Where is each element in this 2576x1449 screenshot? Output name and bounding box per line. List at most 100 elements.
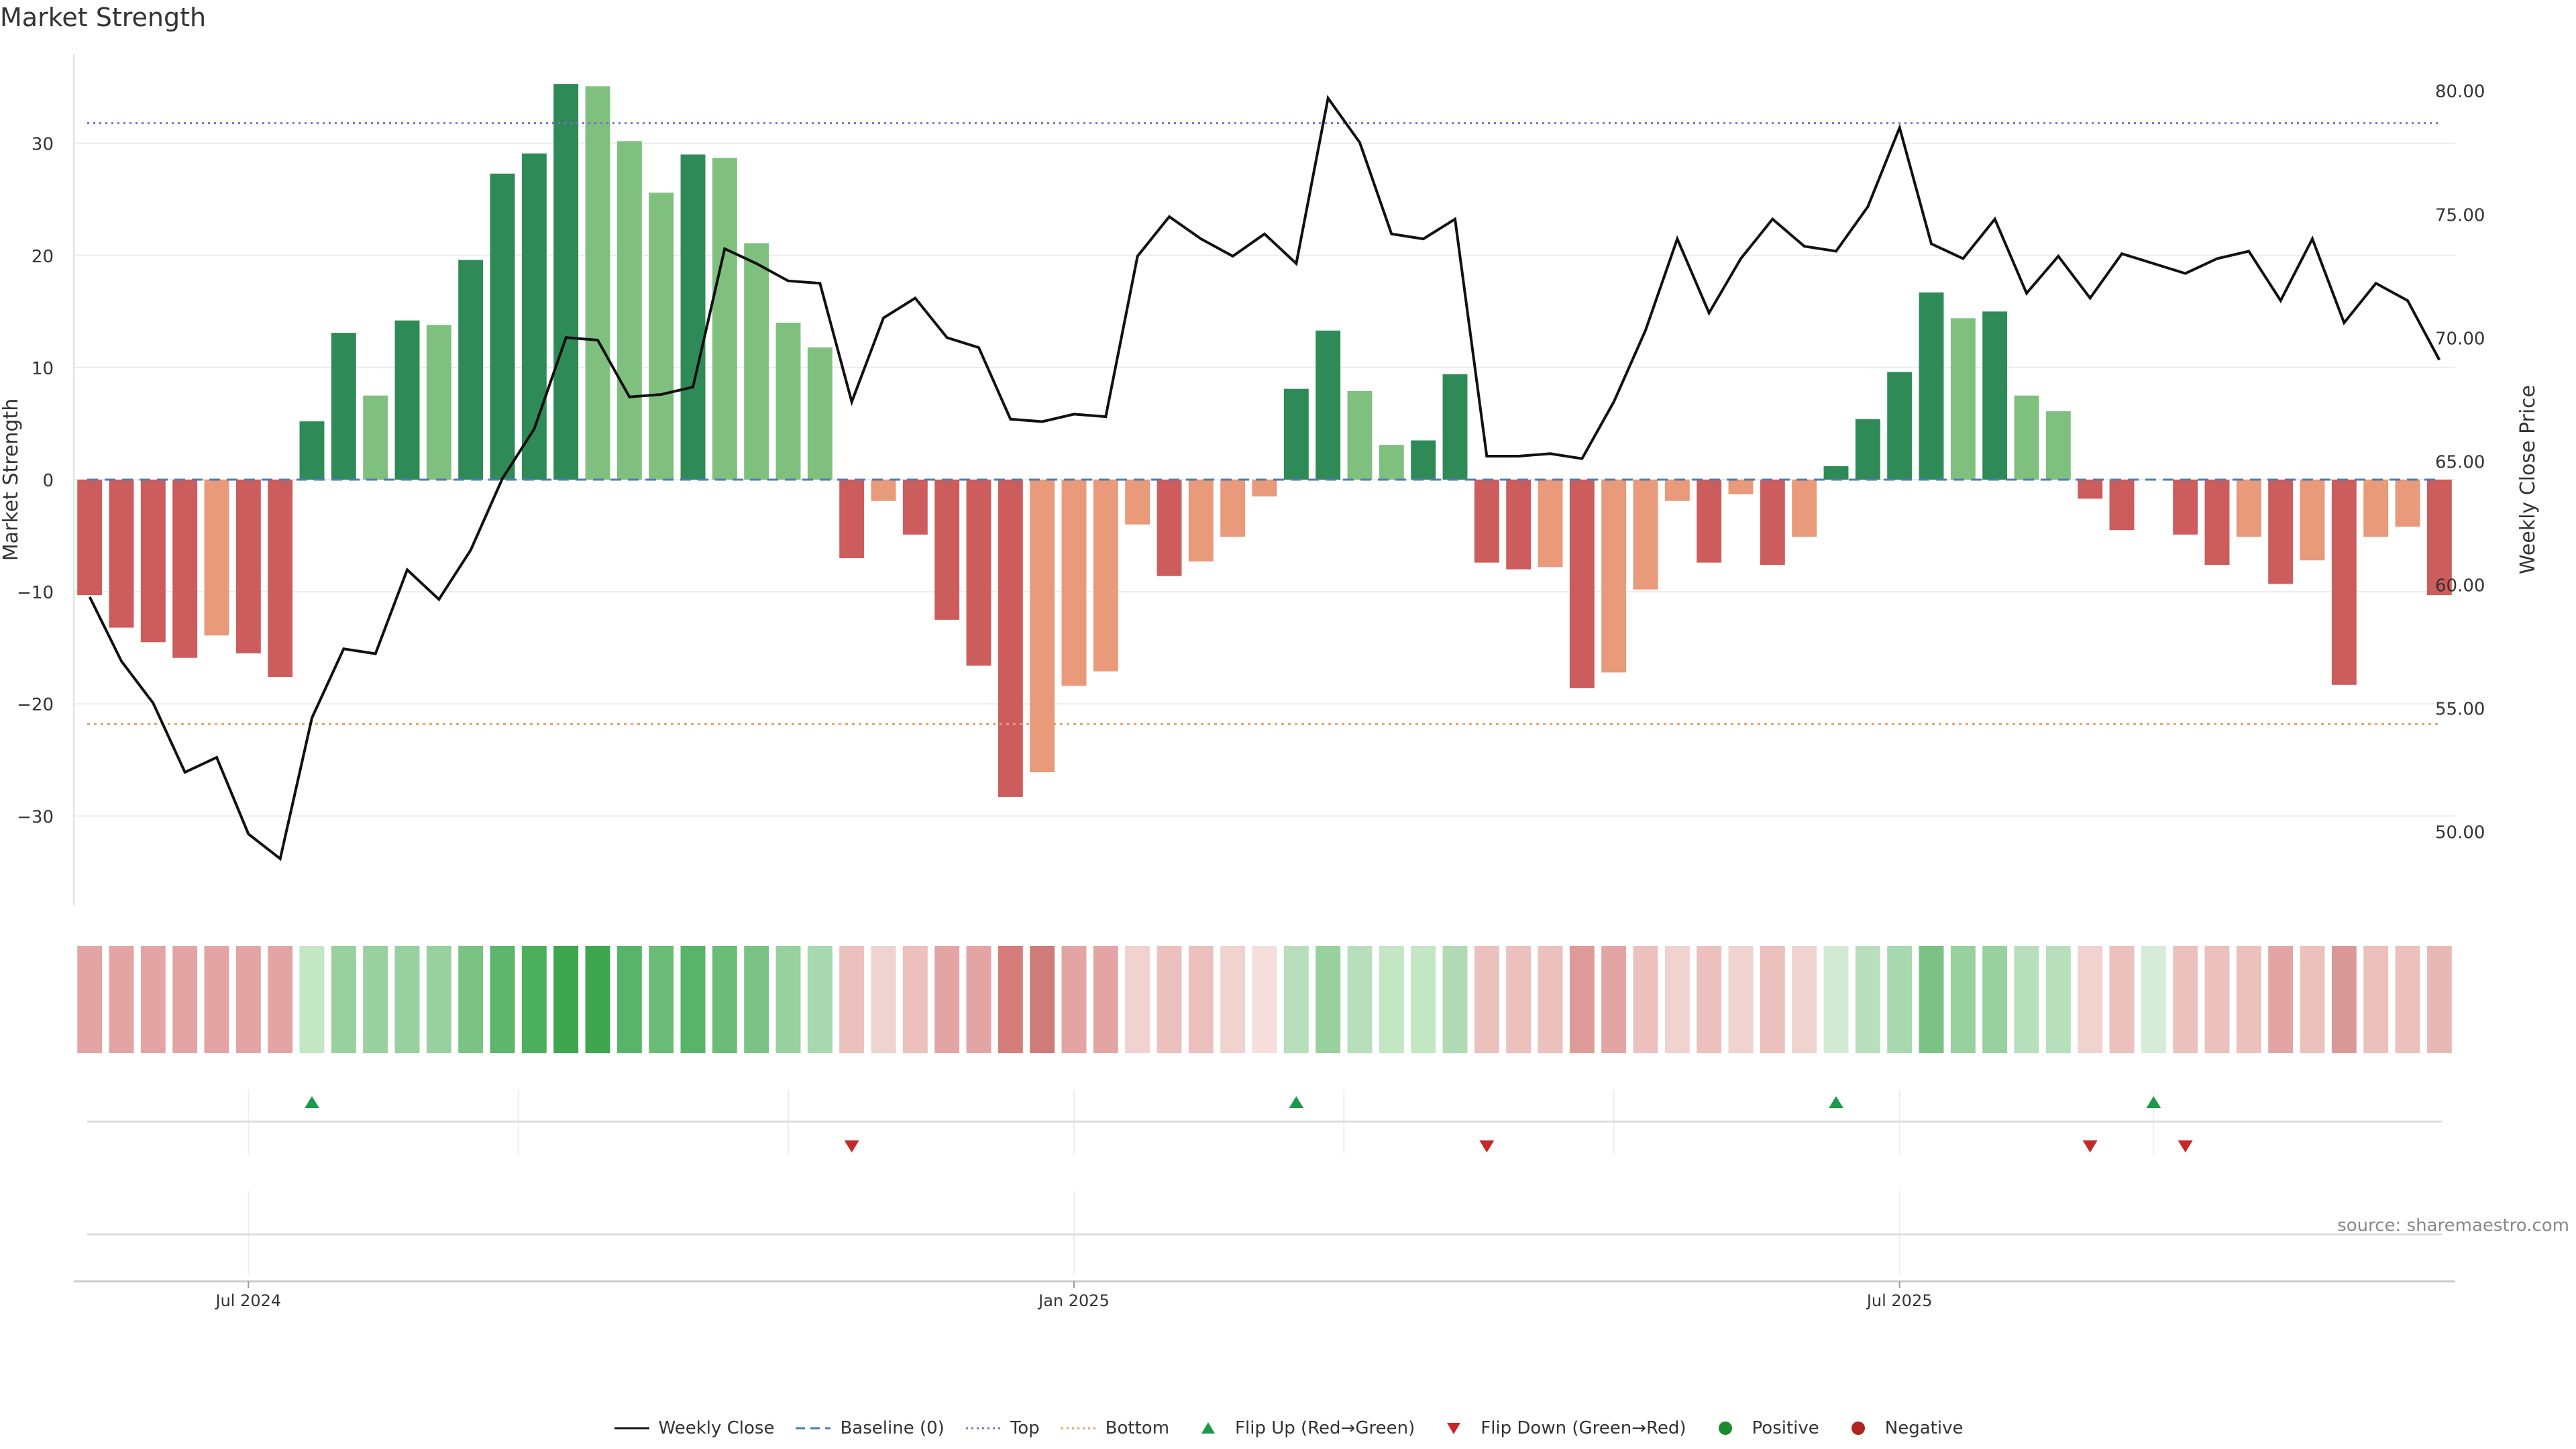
left-tick-label--10: −10 — [17, 583, 54, 603]
strength-bar-67 — [2204, 480, 2230, 565]
legend-label-negative: Negative — [1884, 1418, 1964, 1438]
heat-cell-11 — [426, 946, 451, 1053]
strength-bar-73 — [2395, 480, 2420, 527]
flip-markers-panel — [87, 1090, 2442, 1275]
left-tick-label-20: 20 — [32, 247, 54, 267]
legend-swatch-negative-icon — [1851, 1421, 1865, 1435]
strength-bar-22 — [775, 323, 801, 480]
legend-label-positive: Positive — [1752, 1418, 1819, 1438]
heat-cell-66 — [2173, 946, 2198, 1053]
strength-bar-46 — [1538, 480, 1563, 568]
strength-bars — [77, 84, 2452, 797]
heat-cell-19 — [680, 946, 706, 1053]
heat-cell-2 — [140, 946, 166, 1053]
heat-cell-42 — [1411, 946, 1436, 1053]
heat-cell-59 — [1950, 946, 1976, 1053]
flip-up-marker-0 — [305, 1096, 319, 1108]
x-tick-label-2: Jul 2025 — [1866, 1291, 1933, 1310]
strength-bar-37 — [1252, 480, 1277, 497]
legend-swatch-flip_up-icon — [1201, 1422, 1216, 1434]
right-tick-label-4: 70.00 — [2435, 329, 2485, 349]
heat-cell-14 — [521, 946, 547, 1053]
right-tick-label-2: 60.00 — [2435, 576, 2485, 596]
strength-bar-66 — [2173, 480, 2198, 535]
heat-cell-43 — [1442, 946, 1468, 1053]
heat-cell-62 — [2045, 946, 2071, 1053]
heat-cell-0 — [77, 946, 103, 1053]
heat-cell-73 — [2395, 946, 2420, 1053]
flip-up-marker-3 — [2146, 1096, 2161, 1108]
heat-cell-37 — [1252, 946, 1277, 1053]
heat-cell-24 — [839, 946, 865, 1053]
reference-lines — [87, 122, 2442, 725]
right-tick-label-6: 80.00 — [2435, 82, 2485, 102]
right-axis-label: Weekly Close Price — [2516, 385, 2540, 574]
heat-cell-64 — [2109, 946, 2135, 1053]
strength-bar-44 — [1474, 480, 1499, 563]
strength-bar-16 — [585, 86, 610, 480]
strength-bar-18 — [649, 193, 674, 480]
strength-bar-12 — [458, 260, 484, 480]
legend-swatch-flip_down-icon — [1447, 1423, 1461, 1434]
left-tick-label-0: 0 — [42, 471, 54, 491]
strength-bar-19 — [680, 154, 706, 480]
strength-bar-1 — [109, 480, 134, 628]
left-tick-label--20: −20 — [17, 695, 54, 715]
left-axis-label: Market Strength — [0, 398, 23, 561]
heat-cell-17 — [616, 946, 642, 1053]
heat-cell-33 — [1125, 946, 1150, 1053]
heat-cell-12 — [458, 946, 484, 1053]
heat-cell-39 — [1316, 946, 1341, 1053]
heat-cell-46 — [1538, 946, 1563, 1053]
strength-bar-38 — [1283, 388, 1309, 480]
strength-bar-47 — [1569, 480, 1595, 688]
heat-cell-47 — [1569, 946, 1595, 1053]
strength-bar-57 — [1887, 372, 1913, 480]
heat-cell-44 — [1474, 946, 1499, 1053]
strength-bar-20 — [712, 158, 737, 480]
x-tick-label-0: Jul 2024 — [214, 1291, 281, 1310]
heat-cell-16 — [585, 946, 610, 1053]
flip-up-marker-2 — [1829, 1096, 1843, 1108]
flip-down-marker-1 — [1479, 1140, 1495, 1152]
strength-bar-48 — [1601, 480, 1627, 673]
heat-cell-40 — [1347, 946, 1373, 1053]
heat-cell-36 — [1220, 946, 1246, 1053]
heat-cell-29 — [998, 946, 1023, 1053]
legend-item-baseline: Baseline (0) — [794, 1418, 945, 1438]
legend-item-negative: Negative — [1839, 1418, 1964, 1438]
strength-bar-36 — [1220, 480, 1246, 537]
heat-cell-25 — [871, 946, 896, 1053]
strength-bar-28 — [966, 480, 991, 666]
legend-swatch-close-icon — [614, 1427, 649, 1430]
right-tick-label-3: 65.00 — [2435, 452, 2485, 472]
flip-down-marker-0 — [844, 1140, 859, 1152]
strength-bar-74 — [2426, 480, 2452, 596]
heat-cell-5 — [235, 946, 261, 1053]
strength-bar-13 — [490, 173, 515, 480]
heat-cell-27 — [934, 946, 960, 1053]
heat-cell-9 — [363, 946, 388, 1053]
strength-bar-45 — [1506, 480, 1532, 570]
heat-cell-8 — [331, 946, 356, 1053]
heat-cell-57 — [1887, 946, 1913, 1053]
heat-cell-20 — [712, 946, 737, 1053]
strength-bar-30 — [1030, 480, 1055, 773]
heat-cell-74 — [2426, 946, 2452, 1053]
heat-cell-4 — [204, 946, 229, 1053]
strength-bar-69 — [2268, 480, 2294, 584]
flip-up-marker-1 — [1289, 1096, 1304, 1108]
strength-bar-15 — [553, 84, 579, 480]
flip-down-marker-3 — [2178, 1140, 2193, 1152]
strength-bar-32 — [1093, 480, 1118, 672]
heat-cell-58 — [1919, 946, 1944, 1053]
heat-cell-26 — [902, 946, 928, 1053]
heat-cell-18 — [649, 946, 674, 1053]
strength-bar-5 — [235, 480, 261, 654]
strength-bar-53 — [1760, 480, 1785, 565]
strength-bar-50 — [1664, 480, 1690, 501]
strength-bar-35 — [1188, 480, 1214, 561]
chart-title: Market Strength — [0, 3, 207, 32]
heat-cell-71 — [2331, 946, 2357, 1053]
